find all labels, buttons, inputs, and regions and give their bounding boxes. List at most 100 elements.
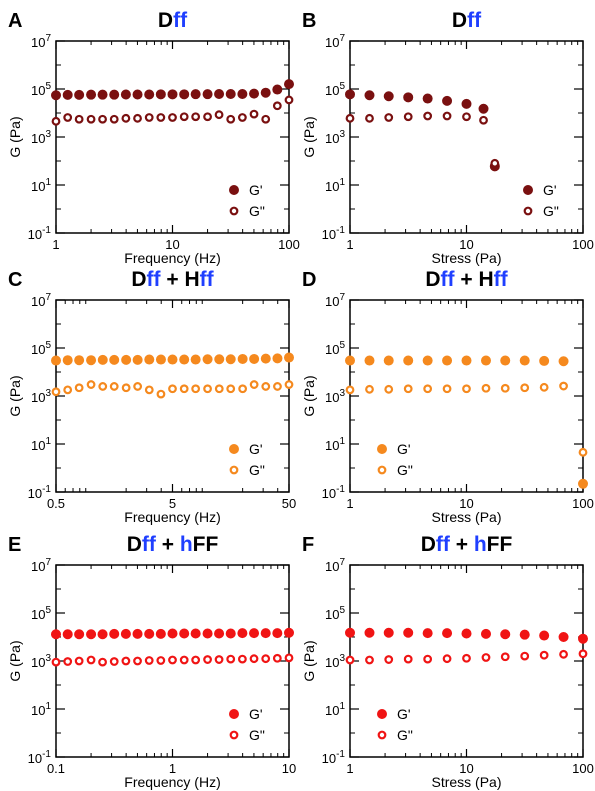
plot-frame	[349, 299, 584, 493]
data-point-g-prime	[97, 89, 108, 100]
x-tick-label: 50	[282, 496, 296, 511]
data-point-g-double-prime	[226, 114, 236, 124]
data-point-g-prime	[403, 627, 414, 638]
data-point-g-double-prime	[284, 380, 294, 389]
y-tick-exponent: -1	[42, 225, 51, 236]
data-point-g-double-prime	[121, 656, 131, 666]
data-point-g-prime	[62, 89, 73, 100]
data-point-g-prime	[109, 628, 120, 639]
x-axis-label: Stress (Pa)	[431, 509, 501, 525]
data-point-g-prime	[86, 89, 97, 100]
y-tick-base: 10	[31, 294, 45, 309]
data-point-g-double-prime	[74, 383, 84, 393]
data-point-g-double-prime	[168, 655, 177, 665]
data-point-g-prime	[442, 355, 453, 366]
y-tick-base: 10	[325, 438, 339, 453]
data-point-g-prime	[272, 84, 283, 95]
legend-marker-g-prime	[228, 709, 239, 720]
y-tick-base: 10	[31, 179, 45, 194]
data-point-g-double-prime	[109, 114, 119, 124]
x-tick-label: 1	[169, 761, 176, 776]
data-point-g-double-prime	[272, 101, 282, 111]
y-tick-exponent: 5	[339, 605, 345, 616]
data-point-g-double-prime	[261, 654, 271, 664]
y-tick-exponent: 7	[45, 557, 51, 568]
panel-title: Dff	[158, 9, 188, 32]
x-tick-label: 1	[52, 237, 59, 252]
data-point-g-prime	[500, 355, 511, 366]
data-point-g-double-prime	[109, 382, 119, 391]
data-point-g-double-prime	[179, 655, 189, 665]
title-segment: FF	[487, 533, 513, 556]
y-tick-base: 10	[28, 751, 42, 766]
data-point-g-double-prime	[86, 114, 96, 124]
data-point-g-prime	[179, 89, 190, 100]
panel-label: A	[8, 10, 22, 32]
y-tick-exponent: -1	[336, 225, 345, 236]
data-point-g-double-prime	[423, 111, 433, 121]
plot-frame	[349, 40, 584, 234]
data-point-g-prime	[478, 103, 489, 114]
plot-frame	[55, 40, 290, 234]
title-segment: + H	[161, 268, 200, 291]
y-tick-label: 107	[325, 33, 345, 50]
data-point-g-double-prime	[238, 384, 248, 394]
y-tick-label: 10-1	[322, 749, 346, 766]
y-tick-label: 105	[31, 605, 51, 622]
x-tick-label: 10	[282, 761, 296, 776]
data-point-g-double-prime	[144, 113, 154, 122]
y-tick-label: 10-1	[28, 749, 52, 766]
legend-label: G"	[249, 203, 265, 219]
data-point-g-double-prime	[273, 382, 282, 391]
title-segment: D	[158, 9, 173, 32]
data-point-g-double-prime	[462, 112, 471, 122]
y-tick-base: 10	[28, 486, 42, 501]
legend-marker-g-double-prime	[229, 730, 239, 740]
y-tick-label: 101	[325, 436, 345, 453]
data-point-g-double-prime	[156, 389, 166, 399]
data-point-g-prime	[121, 354, 132, 365]
x-tick-label: 1	[346, 237, 353, 252]
data-point-g-prime	[62, 355, 73, 366]
title-segment: h	[474, 533, 487, 556]
legend-label: G'	[249, 441, 263, 457]
y-tick-label: 105	[31, 81, 51, 98]
y-tick-label: 101	[325, 177, 345, 194]
y-tick-exponent: 1	[339, 701, 345, 712]
data-point-g-double-prime	[249, 380, 259, 389]
y-tick-base: 10	[325, 655, 339, 670]
data-point-g-double-prime	[462, 384, 471, 394]
y-tick-exponent: 5	[45, 340, 51, 351]
y-tick-exponent: 3	[45, 129, 51, 140]
data-point-g-prime	[237, 353, 248, 364]
data-point-g-double-prime	[345, 385, 355, 395]
data-point-g-prime	[190, 89, 201, 100]
data-point-g-prime	[86, 355, 97, 366]
panel-title: Dff + hFF	[421, 533, 513, 556]
data-point-g-prime	[249, 628, 260, 639]
data-point-g-prime	[214, 354, 225, 365]
data-point-g-double-prime	[214, 110, 224, 120]
data-point-g-double-prime	[86, 380, 96, 389]
data-point-g-prime	[260, 628, 271, 639]
data-point-g-prime	[109, 354, 120, 365]
data-point-g-prime	[225, 354, 236, 365]
data-point-g-prime	[283, 627, 294, 638]
y-tick-exponent: 7	[339, 292, 345, 303]
y-tick-label: 105	[325, 605, 345, 622]
legend-marker-g-prime	[228, 443, 239, 454]
x-tick-label: 100	[278, 237, 300, 252]
y-tick-exponent: 3	[45, 388, 51, 399]
data-point-g-double-prime	[481, 653, 491, 662]
y-tick-base: 10	[31, 559, 45, 574]
y-tick-base: 10	[325, 131, 339, 146]
data-point-g-double-prime	[179, 112, 189, 122]
panel-label: D	[302, 269, 316, 291]
data-point-g-double-prime	[63, 657, 73, 666]
y-tick-base: 10	[325, 83, 339, 98]
x-tick-label: 10	[459, 237, 473, 252]
y-axis-label: G (Pa)	[7, 116, 23, 157]
data-point-g-prime	[480, 355, 491, 366]
y-tick-base: 10	[325, 294, 339, 309]
